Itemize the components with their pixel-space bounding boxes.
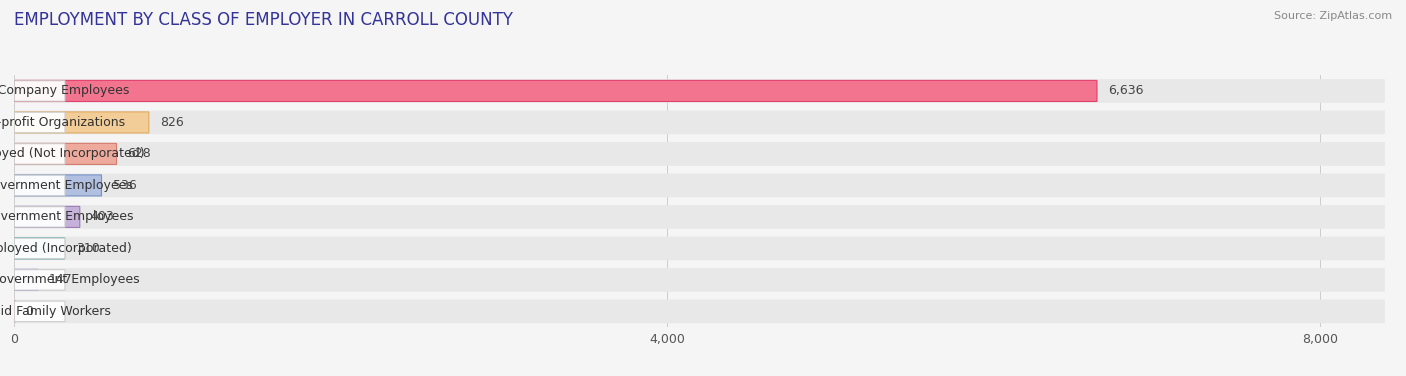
Text: 536: 536 xyxy=(112,179,136,192)
Text: Source: ZipAtlas.com: Source: ZipAtlas.com xyxy=(1274,11,1392,21)
Text: EMPLOYMENT BY CLASS OF EMPLOYER IN CARROLL COUNTY: EMPLOYMENT BY CLASS OF EMPLOYER IN CARRO… xyxy=(14,11,513,29)
Text: Federal Government Employees: Federal Government Employees xyxy=(0,273,141,287)
FancyBboxPatch shape xyxy=(14,175,65,196)
FancyBboxPatch shape xyxy=(14,270,65,290)
FancyBboxPatch shape xyxy=(14,301,65,321)
FancyBboxPatch shape xyxy=(14,207,65,227)
Text: Not-for-profit Organizations: Not-for-profit Organizations xyxy=(0,116,125,129)
Text: Unpaid Family Workers: Unpaid Family Workers xyxy=(0,305,111,318)
Text: Local Government Employees: Local Government Employees xyxy=(0,179,134,192)
Text: 310: 310 xyxy=(76,242,100,255)
FancyBboxPatch shape xyxy=(14,174,1385,197)
Text: 6,636: 6,636 xyxy=(1108,85,1143,97)
FancyBboxPatch shape xyxy=(14,237,1385,260)
FancyBboxPatch shape xyxy=(14,80,1097,102)
Text: 0: 0 xyxy=(25,305,32,318)
Text: Self-Employed (Not Incorporated): Self-Employed (Not Incorporated) xyxy=(0,147,145,161)
Text: 147: 147 xyxy=(49,273,73,287)
Text: Private Company Employees: Private Company Employees xyxy=(0,85,129,97)
FancyBboxPatch shape xyxy=(14,175,101,196)
FancyBboxPatch shape xyxy=(14,238,65,259)
FancyBboxPatch shape xyxy=(14,268,1385,292)
FancyBboxPatch shape xyxy=(14,112,65,133)
FancyBboxPatch shape xyxy=(14,144,65,164)
FancyBboxPatch shape xyxy=(14,238,65,259)
Text: 403: 403 xyxy=(91,211,114,223)
Text: State Government Employees: State Government Employees xyxy=(0,211,134,223)
FancyBboxPatch shape xyxy=(14,269,38,290)
Text: Self-Employed (Incorporated): Self-Employed (Incorporated) xyxy=(0,242,132,255)
FancyBboxPatch shape xyxy=(14,143,117,164)
Text: 628: 628 xyxy=(128,147,152,161)
FancyBboxPatch shape xyxy=(14,300,1385,323)
FancyBboxPatch shape xyxy=(14,79,1385,103)
FancyBboxPatch shape xyxy=(14,111,1385,134)
Text: 826: 826 xyxy=(160,116,184,129)
FancyBboxPatch shape xyxy=(14,142,1385,166)
FancyBboxPatch shape xyxy=(14,112,149,133)
FancyBboxPatch shape xyxy=(14,205,1385,229)
FancyBboxPatch shape xyxy=(14,206,80,227)
FancyBboxPatch shape xyxy=(14,81,65,101)
